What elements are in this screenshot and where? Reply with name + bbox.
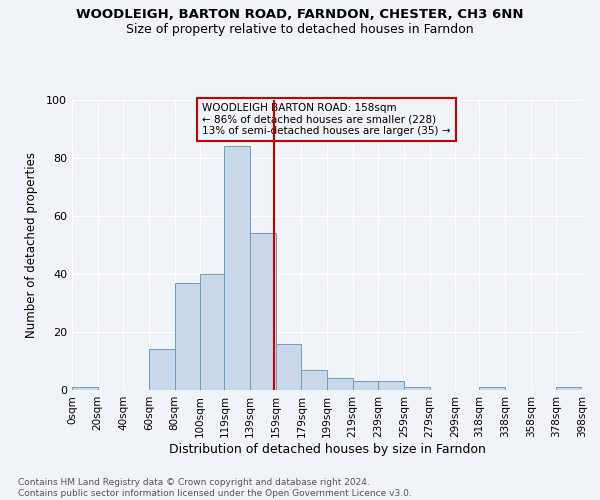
Text: Distribution of detached houses by size in Farndon: Distribution of detached houses by size …	[169, 442, 485, 456]
Text: Size of property relative to detached houses in Farndon: Size of property relative to detached ho…	[126, 22, 474, 36]
Bar	[250, 234, 276, 390]
Bar	[327, 378, 353, 390]
Bar	[556, 387, 582, 390]
Text: WOODLEIGH, BARTON ROAD, FARNDON, CHESTER, CH3 6NN: WOODLEIGH, BARTON ROAD, FARNDON, CHESTER…	[76, 8, 524, 20]
Bar	[276, 344, 301, 390]
Bar	[353, 382, 378, 390]
Text: Contains HM Land Registry data © Crown copyright and database right 2024.
Contai: Contains HM Land Registry data © Crown c…	[18, 478, 412, 498]
Text: WOODLEIGH BARTON ROAD: 158sqm
← 86% of detached houses are smaller (228)
13% of : WOODLEIGH BARTON ROAD: 158sqm ← 86% of d…	[202, 103, 451, 136]
Bar	[301, 370, 327, 390]
Bar	[175, 282, 200, 390]
Bar	[149, 350, 175, 390]
Bar	[378, 382, 404, 390]
Y-axis label: Number of detached properties: Number of detached properties	[25, 152, 38, 338]
Bar	[479, 387, 505, 390]
Bar	[72, 387, 98, 390]
Bar	[200, 274, 224, 390]
Bar	[224, 146, 250, 390]
Bar	[404, 387, 430, 390]
